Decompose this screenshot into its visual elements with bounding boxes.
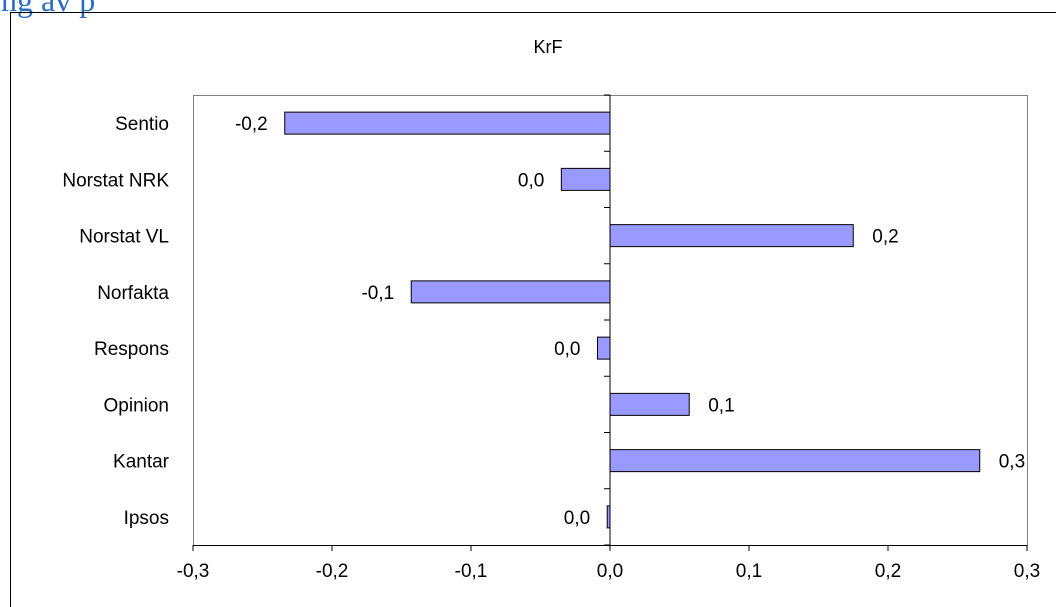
x-tick-label: -0,3 [177,561,210,582]
category-label: Respons [94,339,169,360]
x-tick-label: -0,1 [455,561,488,582]
axes-layer [192,94,1028,551]
value-label: 0,0 [554,339,580,360]
category-label: Ipsos [124,508,169,529]
chart-frame [10,12,1056,607]
x-tick-label: 0,0 [597,561,623,582]
x-tick-label: 0,2 [875,561,901,582]
x-tick-label: -0,2 [316,561,349,582]
chart-title: KrF [534,37,563,57]
bar-kantar [609,449,981,473]
value-label: 0,2 [872,227,898,248]
x-tick-label: 0,1 [736,561,762,582]
bar-norstat-vl [609,224,854,248]
value-label: 0,1 [708,395,734,416]
category-label: Norstat NRK [62,170,169,191]
value-label: 0,0 [518,170,544,191]
category-label: Opinion [104,395,170,416]
value-label: -0,1 [361,283,394,304]
category-label: Norstat VL [79,227,169,248]
category-label: Sentio [115,114,169,135]
x-tick-label: 0,3 [1014,561,1040,582]
value-label: -0,2 [235,114,268,135]
bar-norstat-nrk [560,167,611,191]
bar-sentio [284,111,611,135]
value-label: 0,3 [999,452,1025,473]
value-label: 0,0 [564,508,590,529]
category-label: Kantar [113,452,170,473]
bar-opinion [609,392,690,416]
bar-norfakta [410,280,611,304]
bar-respons [596,336,611,360]
category-label: Norfakta [97,283,169,304]
labels-layer: Sentio -0,2 Norstat NRK 0,0 Norstat VL 0,2 Nor… [62,114,1040,582]
